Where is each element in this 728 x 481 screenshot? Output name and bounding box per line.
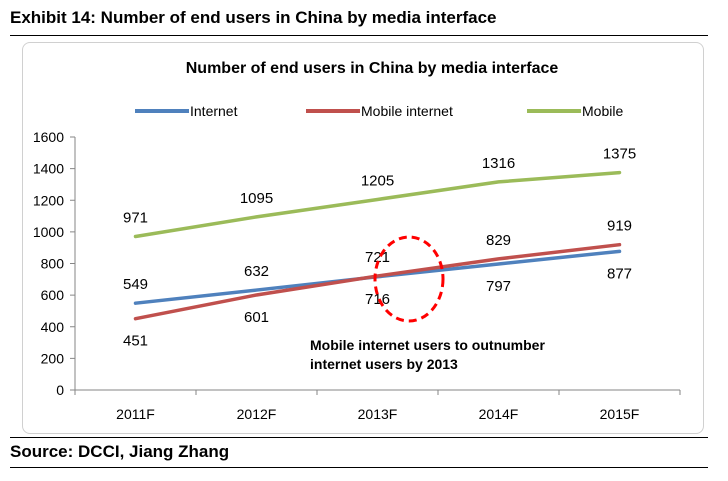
data-label: 829 (486, 232, 511, 249)
y-tick-label: 1200 (33, 192, 64, 208)
data-label: 451 (123, 333, 148, 350)
data-label: 919 (607, 218, 632, 235)
y-tick-label: 800 (41, 256, 65, 272)
highlight-ellipse (373, 235, 445, 323)
annotation-line-1: Mobile internet users to outnumber (310, 337, 545, 353)
x-axis: 2011F 2012F 2013F 2014F 2015F (74, 389, 681, 422)
data-label: 1205 (361, 172, 394, 189)
data-label: 601 (244, 309, 269, 326)
data-label: 1316 (482, 155, 515, 172)
source-note: Source: DCCI, Jiang Zhang (10, 442, 230, 461)
y-tick-label: 1400 (33, 161, 64, 177)
data-label: 797 (486, 278, 511, 295)
data-label: 1095 (240, 190, 273, 207)
legend-label: Mobile (582, 103, 623, 119)
annotation: Mobile internet users to outnumber inter… (310, 235, 545, 372)
legend: Internet Mobile internet Mobile (135, 103, 623, 119)
top-rule (10, 35, 708, 36)
y-tick-label: 1600 (33, 129, 64, 145)
annotation-line-2: internet users by 2013 (310, 356, 458, 372)
legend-label: Mobile internet (361, 103, 453, 119)
x-tick-label: 2015F (600, 406, 640, 422)
y-tick-label: 1000 (33, 224, 64, 240)
y-tick-label: 0 (56, 382, 64, 398)
data-label: 1375 (603, 146, 636, 163)
y-tick-label: 200 (41, 350, 65, 366)
data-label: 971 (123, 209, 148, 226)
series-line-mobile-internet (133, 242, 622, 321)
data-label: 549 (123, 276, 148, 293)
source-top-rule (10, 437, 708, 438)
y-axis: 0 200 400 600 800 1000 1200 1400 1600 (33, 129, 76, 398)
chart-frame (22, 42, 704, 434)
chart-title: Number of end users in China by media in… (186, 60, 559, 77)
x-tick-label: 2012F (237, 406, 277, 422)
y-tick-label: 400 (41, 319, 65, 335)
data-label: 632 (244, 263, 269, 280)
data-label: 877 (607, 265, 632, 282)
y-tick-label: 600 (41, 287, 65, 303)
legend-label: Internet (190, 103, 238, 119)
bottom-rule (10, 467, 708, 468)
data-label: 716 (365, 291, 390, 308)
series-line-mobile (133, 170, 622, 239)
exhibit-title: Exhibit 14: Number of end users in China… (10, 8, 497, 27)
x-tick-label: 2013F (358, 406, 398, 422)
x-tick-label: 2014F (479, 406, 519, 422)
x-tick-label: 2011F (116, 406, 155, 422)
series-lines (133, 170, 622, 321)
